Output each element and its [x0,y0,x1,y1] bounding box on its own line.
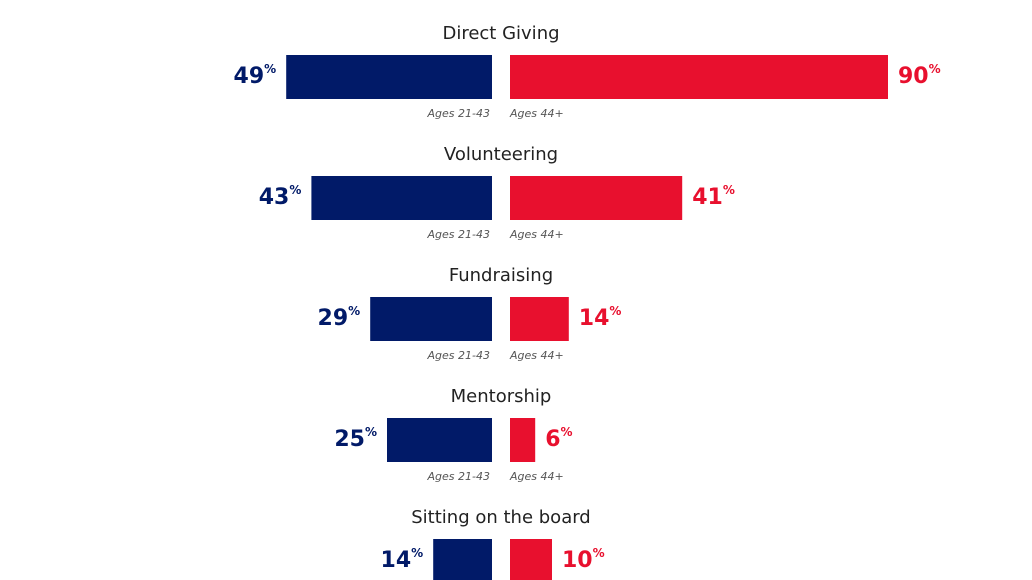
value-number: 41 [692,185,723,210]
value-number: 43 [259,185,290,210]
age-label-ages-21-43: Ages 21-43 [427,107,490,120]
age-label-ages-21-43: Ages 21-43 [427,349,490,362]
percent-sign: % [411,546,423,560]
value-number: 14 [381,548,412,573]
age-label-ages-44-plus: Ages 44+ [509,349,564,362]
percent-sign: % [609,304,621,318]
category-title: Direct Giving [442,23,559,44]
percent-sign: % [561,425,573,439]
value-number: 49 [234,64,265,89]
percent-sign: % [348,304,360,318]
percent-sign: % [365,425,377,439]
value-label-ages-44-plus: 41% [692,183,735,211]
value-number: 25 [334,427,365,452]
category-title: Volunteering [444,144,558,165]
value-label-ages-21-43: 29% [318,304,361,332]
bar-ages-21-43 [387,418,492,462]
value-label-ages-21-43: 14% [381,546,424,574]
value-label-ages-44-plus: 14% [579,304,622,332]
percent-sign: % [289,183,301,197]
value-label-ages-44-plus: 90% [898,62,941,90]
bar-ages-21-43 [370,297,492,341]
value-label-ages-21-43: 43% [259,183,302,211]
category-title: Fundraising [449,265,553,286]
value-number: 6 [545,427,560,452]
category-title: Mentorship [451,386,552,407]
percent-sign: % [929,62,941,76]
bar-ages-44-plus [510,55,888,99]
value-number: 14 [579,306,610,331]
bar-ages-21-43 [311,176,492,220]
percent-sign: % [593,546,605,560]
age-label-ages-21-43: Ages 21-43 [427,470,490,483]
value-number: 29 [318,306,349,331]
value-label-ages-44-plus: 6% [545,425,572,453]
age-label-ages-44-plus: Ages 44+ [509,107,564,120]
bar-ages-44-plus [510,297,569,341]
category-title: Sitting on the board [411,507,590,528]
bar-ages-21-43 [433,539,492,580]
value-number: 10 [562,548,593,573]
bar-ages-44-plus [510,539,552,580]
value-label-ages-44-plus: 10% [562,546,605,574]
bar-ages-44-plus [510,176,683,220]
value-label-ages-21-43: 49% [234,62,277,90]
value-label-ages-21-43: 25% [334,425,377,453]
bar-ages-44-plus [510,418,536,462]
age-label-ages-44-plus: Ages 44+ [509,470,564,483]
value-number: 90 [898,64,929,89]
age-label-ages-44-plus: Ages 44+ [509,228,564,241]
percent-sign: % [723,183,735,197]
age-label-ages-21-43: Ages 21-43 [427,228,490,241]
bar-ages-21-43 [286,55,492,99]
percent-sign: % [264,62,276,76]
